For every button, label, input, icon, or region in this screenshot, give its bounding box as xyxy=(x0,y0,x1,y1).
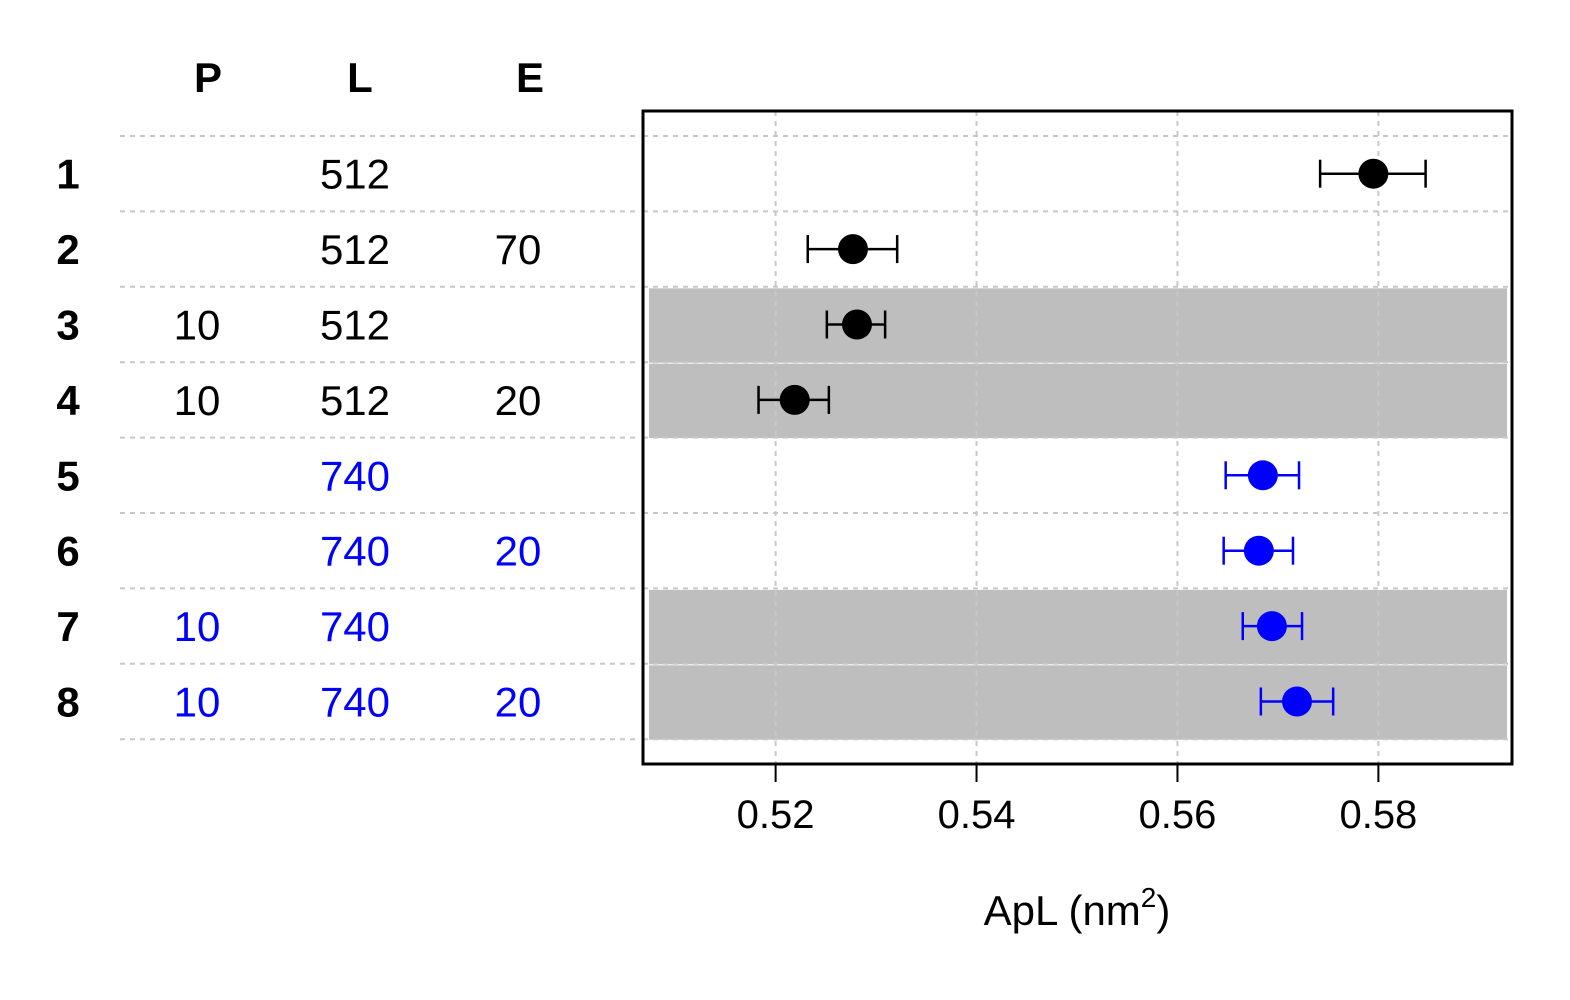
data-point xyxy=(841,309,872,340)
x-tick-label: 0.56 xyxy=(1139,793,1217,837)
table-row: 3 10 512 xyxy=(56,302,390,349)
cell-l: 740 xyxy=(320,603,390,650)
data-point-group xyxy=(1224,460,1301,491)
data-point-group xyxy=(1241,611,1304,642)
row-label: 2 xyxy=(56,226,79,273)
x-axis-title-base: ApL (nm xyxy=(984,887,1141,934)
cell-e: 20 xyxy=(495,528,542,575)
table-row: 1 512 xyxy=(56,151,390,198)
header-l: L xyxy=(347,54,373,101)
horizontal-gridlines xyxy=(643,135,1512,741)
plot-area: 0.52 0.54 0.56 0.58 ApL (nm2) xyxy=(641,109,1514,934)
x-tick-label: 0.52 xyxy=(737,793,815,837)
cell-p: 10 xyxy=(174,377,221,424)
cell-l: 512 xyxy=(320,226,390,273)
data-point xyxy=(1256,611,1287,642)
x-tick-label: 0.58 xyxy=(1339,793,1417,837)
cell-e: 70 xyxy=(495,226,542,273)
table-headers: P L E xyxy=(194,54,544,101)
data-point xyxy=(1247,460,1278,491)
data-point-group xyxy=(757,384,831,415)
plot-frame xyxy=(641,109,1514,766)
table-row: 7 10 740 xyxy=(56,603,390,650)
cell-l: 740 xyxy=(320,452,390,499)
cell-e: 20 xyxy=(495,377,542,424)
cell-l: 512 xyxy=(320,377,390,424)
cell-p: 10 xyxy=(174,679,221,726)
x-axis-title-end: ) xyxy=(1156,887,1170,934)
table-row: 4 10 512 20 xyxy=(56,377,541,424)
data-point xyxy=(1243,535,1274,566)
cell-l: 740 xyxy=(320,679,390,726)
data-point-group xyxy=(1222,535,1295,566)
row-label: 3 xyxy=(56,302,79,349)
row-label: 1 xyxy=(56,151,79,198)
data-point xyxy=(779,384,810,415)
table-row: 2 512 70 xyxy=(56,226,541,273)
row-label: 4 xyxy=(56,377,80,424)
cell-l: 512 xyxy=(320,151,390,198)
x-axis-title-superscript: 2 xyxy=(1141,882,1157,913)
vertical-gridlines xyxy=(774,111,1380,764)
table-row: 8 10 740 20 xyxy=(56,679,541,726)
x-tick-label: 0.54 xyxy=(938,793,1016,837)
row-label: 5 xyxy=(56,452,79,499)
data-point xyxy=(1358,158,1389,189)
data-point xyxy=(1282,686,1313,717)
shaded-row xyxy=(649,288,1507,363)
data-point-group xyxy=(1318,158,1427,189)
header-e: E xyxy=(516,54,544,101)
data-point-group xyxy=(825,309,887,340)
row-label: 8 xyxy=(56,679,79,726)
shaded-row xyxy=(649,589,1507,665)
error-bar-points xyxy=(757,158,1427,717)
cell-p: 10 xyxy=(174,302,221,349)
cell-l: 512 xyxy=(320,302,390,349)
data-point xyxy=(837,234,868,265)
row-label: 6 xyxy=(56,528,79,575)
data-point-group xyxy=(1259,686,1335,717)
cell-l: 740 xyxy=(320,528,390,575)
cell-e: 20 xyxy=(495,679,542,726)
x-axis: 0.52 0.54 0.56 0.58 xyxy=(737,764,1417,837)
data-point-group xyxy=(806,234,899,265)
shaded-row xyxy=(649,665,1507,740)
table-row: 5 740 xyxy=(56,452,390,499)
header-p: P xyxy=(194,54,222,101)
row-shading xyxy=(649,288,1507,740)
table-row-gridlines xyxy=(120,135,640,741)
row-label: 7 xyxy=(56,603,79,650)
table-row: 6 740 20 xyxy=(56,528,541,575)
x-axis-title: ApL (nm2) xyxy=(984,882,1171,934)
cell-p: 10 xyxy=(174,603,221,650)
